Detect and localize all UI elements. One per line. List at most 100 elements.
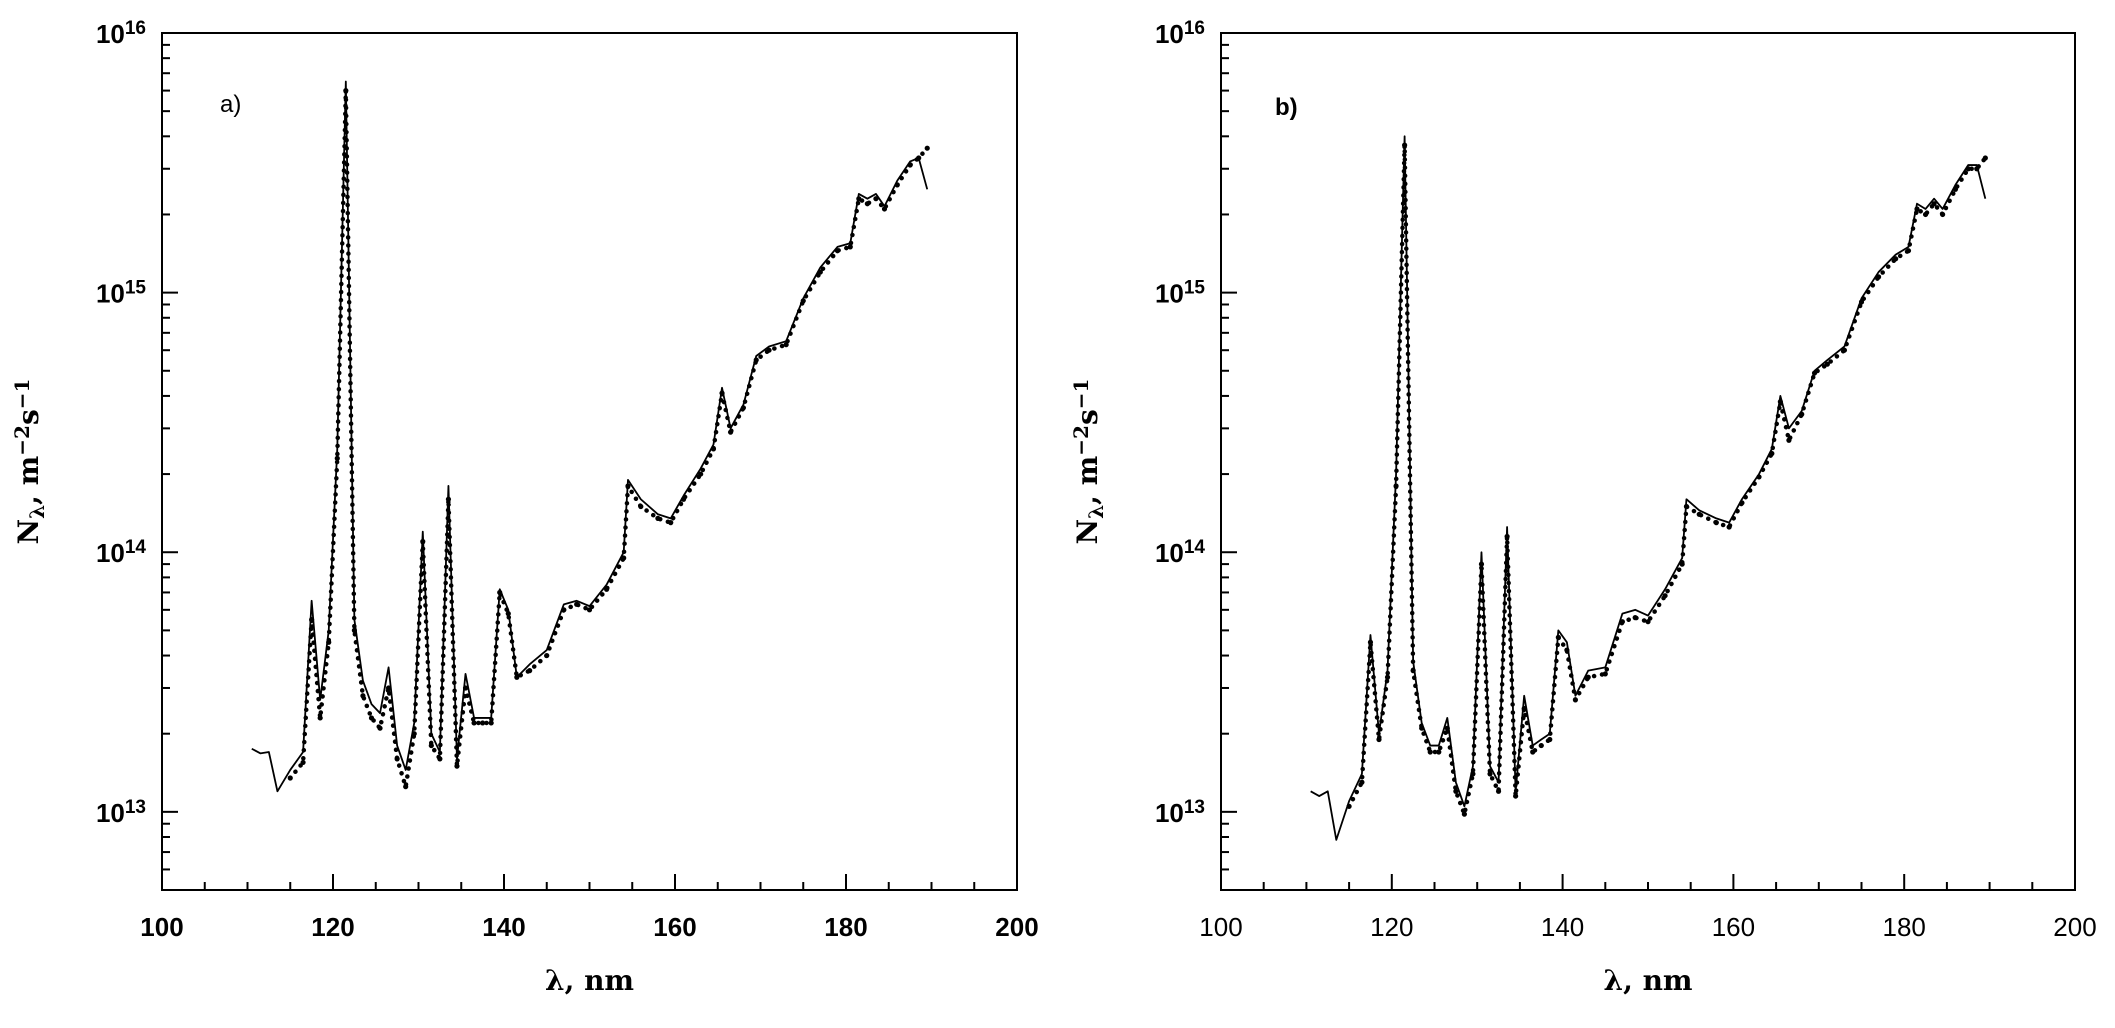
y-tick-label: 1015 [1155,278,1205,309]
dotted-series-point [655,515,661,521]
dotted-series-point [1679,561,1685,567]
x-tick-label: 100 [1199,912,1242,942]
dotted-series-point [1965,166,1971,172]
dotted-series-point [753,357,759,363]
dotted-series-point [1777,399,1783,405]
dotted-series-point [847,244,853,250]
dotted-series-point [873,196,879,202]
dotted-series-point [800,298,806,304]
dotted-series-point [1384,674,1391,680]
y-tick-base: 10 [1155,279,1184,309]
dotted-series-point [1756,474,1762,480]
dotted-series-point [1530,749,1536,755]
dotted-series-point [586,607,593,613]
x-tick-label: 180 [1883,912,1926,942]
dotted-series-point [668,520,674,526]
dotted-series-point [428,742,434,749]
y-tick-label: 1014 [1155,538,1205,569]
y-tick-label: 1016 [1155,18,1205,49]
dotted-series-point [1811,370,1818,376]
dotted-series-point [710,446,717,452]
y-tick-exponent: 13 [1184,797,1205,818]
dotted-series-point [698,471,704,477]
dotted-series-point [1893,256,1899,262]
dotted-series-point [1367,639,1374,645]
dotted-series-point [1799,411,1805,417]
dotted-series-point [680,496,687,502]
y-tick-label: 1015 [96,278,146,309]
x-tick-label: 120 [1370,912,1413,942]
dotted-series-point [1952,186,1959,192]
dotted-series-point [385,685,392,691]
dotted-series-point [1824,361,1830,367]
dotted-series-point [1547,736,1553,743]
dotted-series-point [719,390,725,396]
dotted-series-point [527,667,533,674]
x-tick-label: 100 [140,912,183,942]
dotted-series-point [621,555,627,561]
y-tick-base: 10 [1155,798,1184,828]
dotted-series-point [1444,725,1450,731]
dotted-series-point [1495,788,1502,794]
y-tick-exponent: 15 [125,278,147,299]
dotted-series-point [561,607,567,613]
x-tick-label: 200 [995,912,1038,942]
dotted-series-point [462,685,469,691]
solid-series-line [251,80,929,793]
dotted-series-point [1419,725,1425,731]
dotted-series-point [1572,697,1579,703]
y-tick-label: 1013 [96,797,146,828]
y-tick-base: 10 [1155,538,1184,568]
dotted-series-point [864,201,870,207]
dotted-series-point [1478,561,1485,567]
solid-series-line [1310,135,1987,841]
dotted-series-point [1726,524,1732,530]
dotted-series-point [1513,793,1519,799]
dotted-series-point [420,538,426,545]
dotted-series-point [1914,206,1920,212]
x-tick-label: 140 [1541,912,1584,942]
y-axis-title-sub: λ [1084,505,1108,519]
dotted-series-point [1974,166,1980,172]
y-tick-base: 10 [96,798,125,828]
dotted-series-point [817,269,823,275]
dotted-series-point [505,611,511,617]
dotted-series-point [1436,749,1442,755]
dotted-series-point [1410,667,1416,674]
dotted-series-point [1875,274,1882,280]
y-tick-exponent: 14 [125,538,147,559]
dotted-series-point [1538,742,1544,749]
dotted-series-point [740,405,747,411]
dotted-series-point [638,503,644,510]
dotted-series-point [1662,593,1668,599]
dotted-series-point [454,763,460,769]
dotted-series-point [1982,155,1988,161]
x-tick-label: 120 [311,912,354,942]
y-axis-title-unit: , m [12,456,45,505]
dotted-series-point [1402,142,1408,148]
dotted-series-point [411,731,417,737]
y-tick-exponent: 16 [125,18,146,39]
y-tick-exponent: 13 [125,797,146,818]
dotted-series-point [326,639,332,645]
dotted-series-point [1645,619,1651,625]
y-tick-base: 10 [96,279,125,309]
dotted-series-point [1393,483,1399,489]
dotted-series-point [351,627,357,633]
plot-frame [161,32,1018,891]
y-axis-title-unit: , m [1071,456,1104,505]
panel-label: a) [220,91,241,118]
dotted-series-point [856,196,862,202]
x-tick-label: 160 [653,912,696,942]
y-tick-label: 1014 [96,538,146,569]
dotted-series-point [287,775,293,781]
dotted-series-point [445,496,452,502]
dotted-series-point [1487,771,1493,777]
dotted-series-point [497,589,503,596]
x-tick-label: 200 [2053,912,2096,942]
y-axis-title-main: N [1071,519,1104,545]
dotted-series-point [1713,520,1719,526]
dotted-series-line [1346,145,1988,823]
y-axis-title: Nλ, m−2s−1 [1069,379,1108,545]
